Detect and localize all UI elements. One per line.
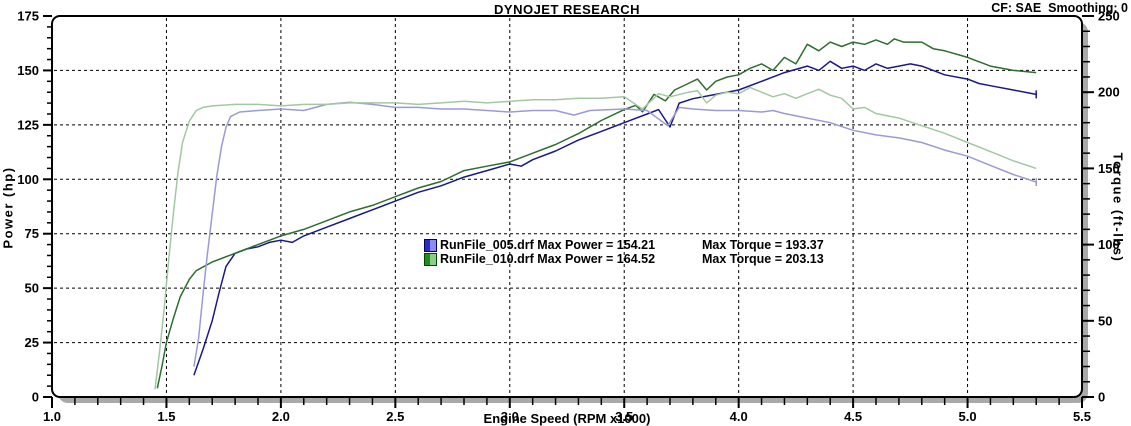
power-tick-label: 150: [17, 63, 39, 78]
rpm-tick-label: 1.0: [43, 409, 61, 424]
torque-tick-label: 0: [1098, 390, 1105, 405]
chart-title: DYNOJET RESEARCH: [494, 2, 640, 17]
rpm-axis-label: Engine Speed (RPM x1000): [483, 411, 651, 426]
legend-entry-runfile-010: RunFile_010.drf Max Power = 164.52 Max T…: [424, 252, 824, 266]
power-tick-label: 75: [25, 226, 39, 241]
torque-tick-label: 50: [1098, 313, 1112, 328]
blue-series-swatch-icon: [424, 238, 437, 252]
rpm-tick-label: 4.0: [730, 409, 748, 424]
torque-tick-label: 100: [1098, 237, 1120, 252]
legend: RunFile_005.drf Max Power = 154.21 Max T…: [424, 238, 824, 266]
legend-power-text: RunFile_005.drf Max Power = 154.21: [440, 238, 656, 252]
torque-005-curve: [193, 101, 1037, 367]
rpm-tick-label: 2.5: [386, 409, 404, 424]
power-tick-label: 100: [17, 172, 39, 187]
rpm-tick-label: 5.5: [1073, 409, 1091, 424]
torque-tick-label: 200: [1098, 85, 1120, 100]
torque-tick-label: 150: [1098, 161, 1120, 176]
torque-010-curve: [154, 86, 1037, 390]
power-005-curve: [193, 60, 1037, 376]
power-tick-label: 50: [25, 281, 39, 296]
legend-torque-text: Max Torque = 203.13: [702, 252, 824, 266]
torque-tick-label: 250: [1098, 9, 1120, 24]
legend-power-text: RunFile_010.drf Max Power = 164.52: [440, 252, 656, 266]
legend-entry-runfile-005: RunFile_005.drf Max Power = 154.21 Max T…: [424, 238, 824, 252]
rpm-tick-label: 2.0: [272, 409, 290, 424]
legend-torque-text: Max Torque = 193.37: [702, 238, 824, 252]
rpm-tick-label: 1.5: [157, 409, 175, 424]
power-tick-label: 0: [32, 390, 39, 405]
green-series-swatch-icon: [424, 252, 437, 266]
correction-smoothing-label: CF: SAE Smoothing: 0: [991, 1, 1128, 15]
rpm-tick-label: 3.5: [615, 409, 633, 424]
power-tick-label: 25: [25, 335, 39, 350]
power-010-curve: [156, 38, 1037, 389]
rpm-tick-label: 3.0: [501, 409, 519, 424]
plot-frame: [51, 15, 1083, 398]
rpm-tick-label: 4.5: [844, 409, 862, 424]
power-tick-label: 175: [17, 9, 39, 24]
rpm-tick-label: 5.0: [959, 409, 977, 424]
power-tick-label: 125: [17, 117, 39, 132]
